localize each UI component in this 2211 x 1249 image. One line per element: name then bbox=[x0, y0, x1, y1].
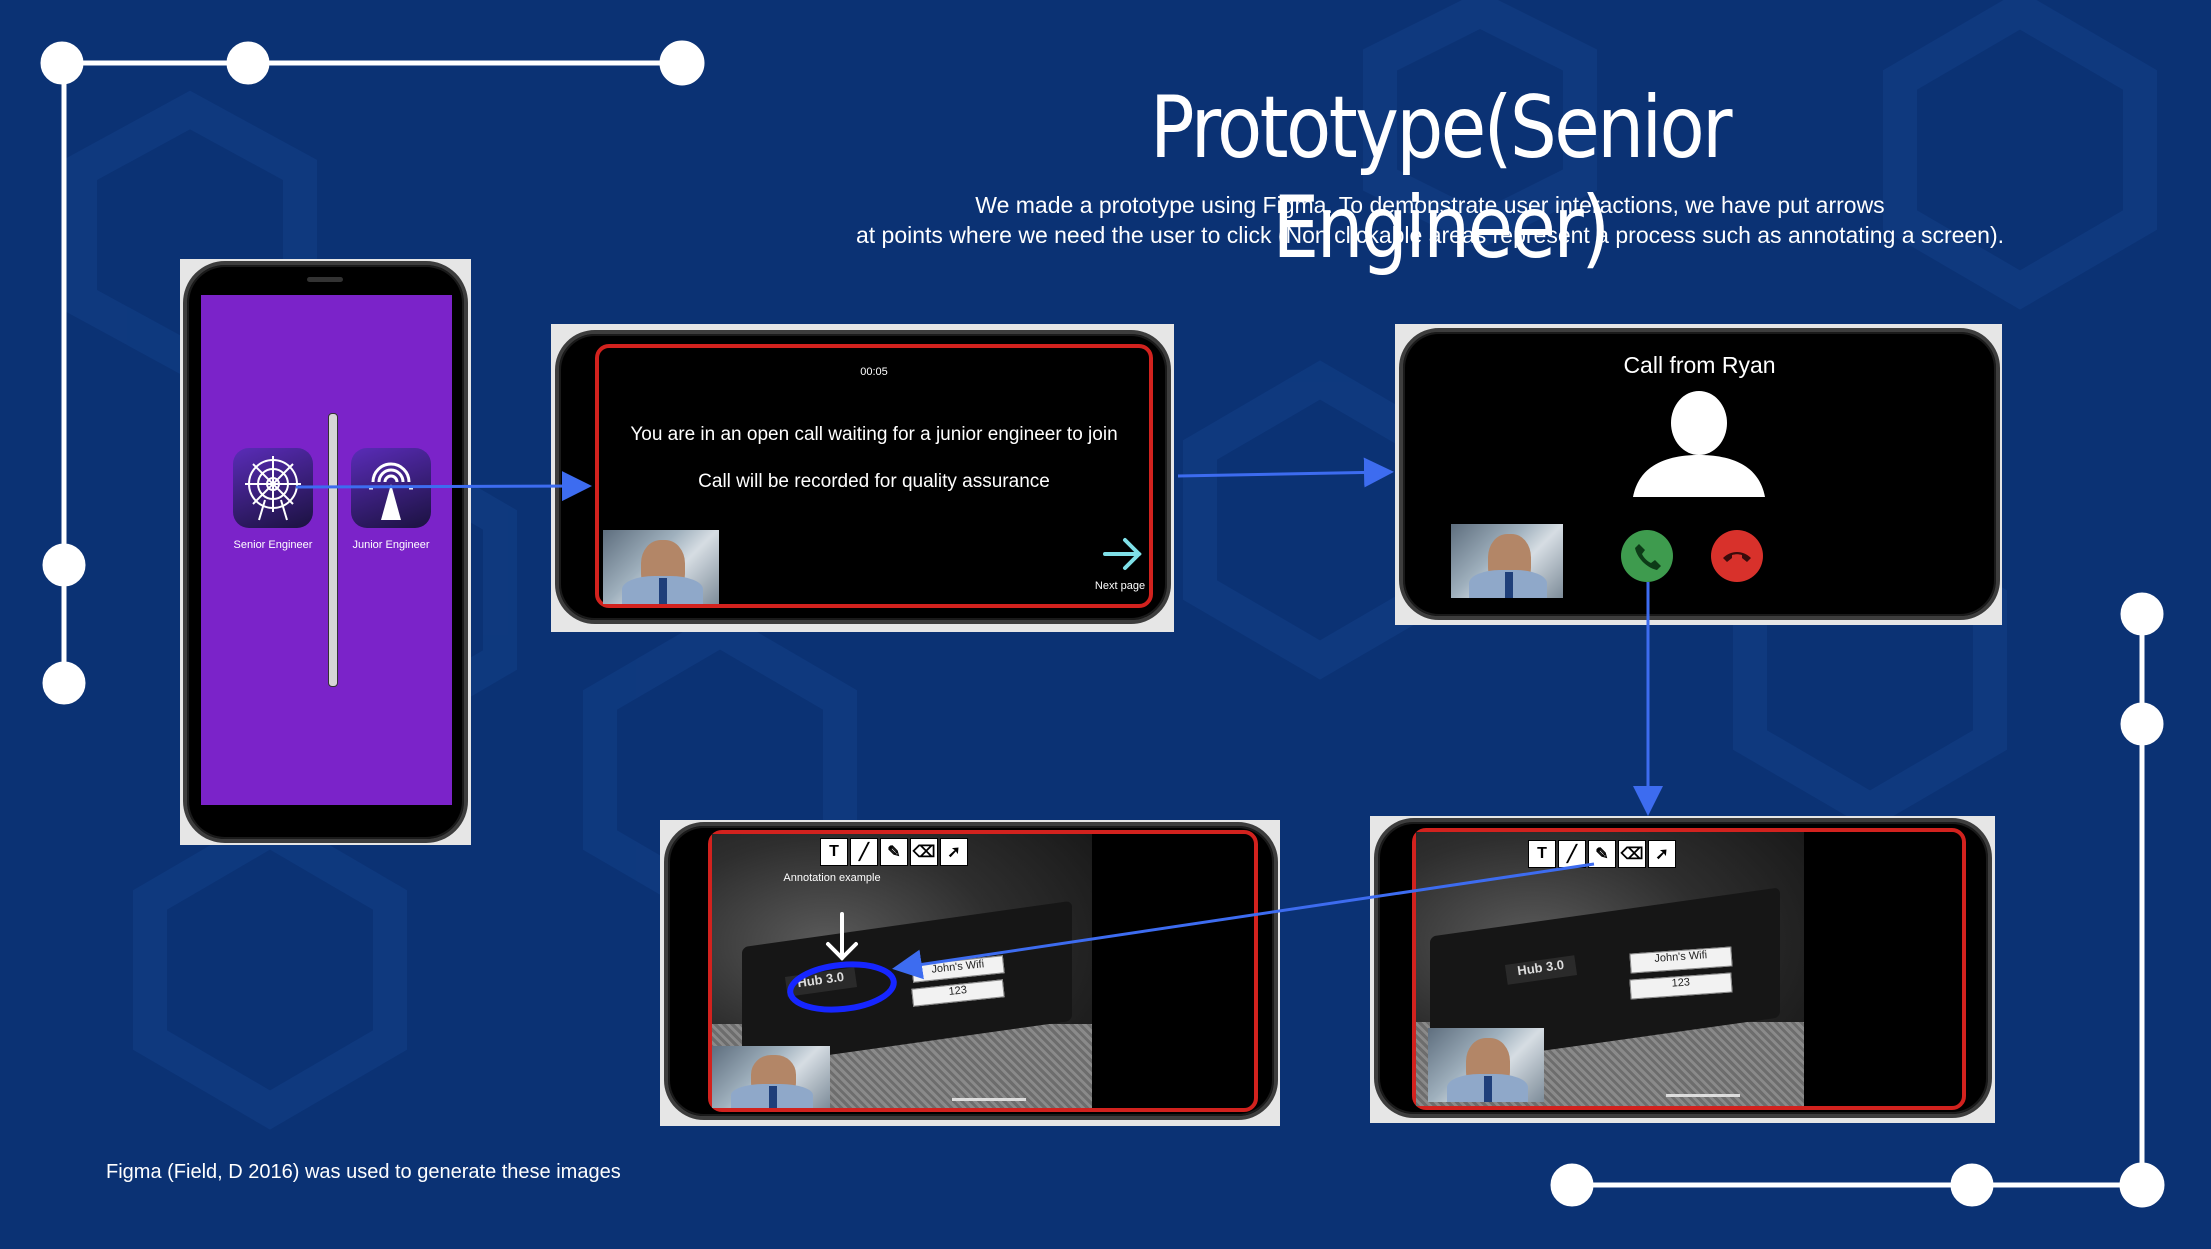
caller-video-thumbnail bbox=[1451, 524, 1563, 598]
home-indicator bbox=[1666, 1094, 1740, 1097]
phone-landscape: Hub 3.0 John's Wifi 123 T ╱ ✎ ⌫ ➚ bbox=[1374, 818, 1992, 1118]
junior-engineer-label: Junior Engineer bbox=[352, 539, 430, 551]
screen-role-select: Senior Engineer Junior Engineer bbox=[201, 295, 452, 805]
camera-feed: Hub 3.0 John's Wifi 123 bbox=[712, 834, 1092, 1108]
screen-annotation-frame: Hub 3.0 John's Wifi 123 T ╱ ✎ ⌫ ➚ Annota… bbox=[660, 820, 1280, 1126]
call-timer: 00:05 bbox=[860, 366, 888, 378]
line-tool-icon[interactable]: ╱ bbox=[850, 838, 878, 866]
annotation-screen-outline: Hub 3.0 John's Wifi 123 T ╱ ✎ ⌫ ➚ Annota… bbox=[708, 830, 1258, 1112]
speaker-notch bbox=[307, 277, 343, 282]
camera-feed: Hub 3.0 John's Wifi 123 bbox=[1416, 832, 1804, 1106]
pen-tool-icon[interactable]: ✎ bbox=[1588, 840, 1616, 868]
phone-landscape: Hub 3.0 John's Wifi 123 T ╱ ✎ ⌫ ➚ Annota… bbox=[664, 822, 1278, 1120]
home-indicator bbox=[952, 1098, 1026, 1101]
phone-landscape: Call from Ryan bbox=[1399, 328, 2000, 620]
subtitle-line-1: We made a prototype using Figma. To demo… bbox=[975, 192, 1885, 218]
live-view-screen-outline: Hub 3.0 John's Wifi 123 T ╱ ✎ ⌫ ➚ bbox=[1412, 828, 1966, 1110]
annotation-circle bbox=[787, 961, 897, 1013]
senior-engineer-app-icon[interactable] bbox=[233, 448, 313, 528]
screen-live-view-frame: Hub 3.0 John's Wifi 123 T ╱ ✎ ⌫ ➚ bbox=[1370, 816, 1995, 1123]
phone-landscape: 00:05 You are in an open call waiting fo… bbox=[555, 330, 1171, 624]
waiting-text: You are in an open call waiting for a ju… bbox=[630, 424, 1118, 445]
text-tool-icon[interactable]: T bbox=[820, 838, 848, 866]
phone-portrait: Senior Engineer Junior Engineer bbox=[183, 261, 468, 843]
self-video-thumbnail bbox=[1428, 1028, 1544, 1102]
self-video-thumbnail bbox=[712, 1046, 830, 1108]
radar-icon bbox=[245, 456, 301, 521]
annotation-example-label: Annotation example bbox=[783, 872, 881, 884]
annotation-toolbar: T ╱ ✎ ⌫ ➚ bbox=[820, 838, 968, 866]
decline-call-button[interactable] bbox=[1711, 530, 1763, 582]
senior-engineer-label: Senior Engineer bbox=[233, 539, 313, 551]
screen-role-select-frame: Senior Engineer Junior Engineer bbox=[180, 259, 471, 845]
divider-bar bbox=[328, 413, 338, 687]
pointer-tool-icon[interactable]: ➚ bbox=[1648, 840, 1676, 868]
recorded-text: Call will be recorded for quality assura… bbox=[698, 471, 1050, 492]
page-subtitle: We made a prototype using Figma. To demo… bbox=[760, 190, 2100, 250]
annotation-toolbar: T ╱ ✎ ⌫ ➚ bbox=[1528, 840, 1676, 868]
accept-call-button[interactable] bbox=[1621, 530, 1673, 582]
person-silhouette-icon bbox=[1633, 391, 1765, 497]
caller-text: Call from Ryan bbox=[1623, 352, 1776, 378]
screen-waiting-frame: 00:05 You are in an open call waiting fo… bbox=[551, 324, 1174, 632]
next-arrow-icon[interactable] bbox=[1101, 534, 1145, 574]
page-title: Prototype(Senior Engineer) bbox=[1150, 78, 1732, 278]
subtitle-line-2: at points where we need the user to clic… bbox=[855, 222, 2005, 248]
junior-engineer-app-icon[interactable] bbox=[351, 448, 431, 528]
waiting-screen-outline: 00:05 You are in an open call waiting fo… bbox=[595, 344, 1153, 608]
eraser-tool-icon[interactable]: ⌫ bbox=[910, 838, 938, 866]
phone-accept-icon bbox=[1635, 544, 1661, 570]
line-tool-icon[interactable]: ╱ bbox=[1558, 840, 1586, 868]
phone-decline-icon bbox=[1723, 552, 1751, 562]
next-page-label[interactable]: Next page bbox=[1094, 580, 1146, 592]
broadcast-tower-icon bbox=[369, 462, 413, 520]
pointer-tool-icon[interactable]: ➚ bbox=[940, 838, 968, 866]
figma-caption: Figma (Field, D 2016) was used to genera… bbox=[106, 1161, 621, 1183]
eraser-tool-icon[interactable]: ⌫ bbox=[1618, 840, 1646, 868]
pen-tool-icon[interactable]: ✎ bbox=[880, 838, 908, 866]
screen-incoming-call-frame: Call from Ryan bbox=[1395, 324, 2002, 625]
self-video-thumbnail bbox=[603, 530, 719, 604]
text-tool-icon[interactable]: T bbox=[1528, 840, 1556, 868]
annotation-down-arrow-icon bbox=[826, 912, 858, 961]
